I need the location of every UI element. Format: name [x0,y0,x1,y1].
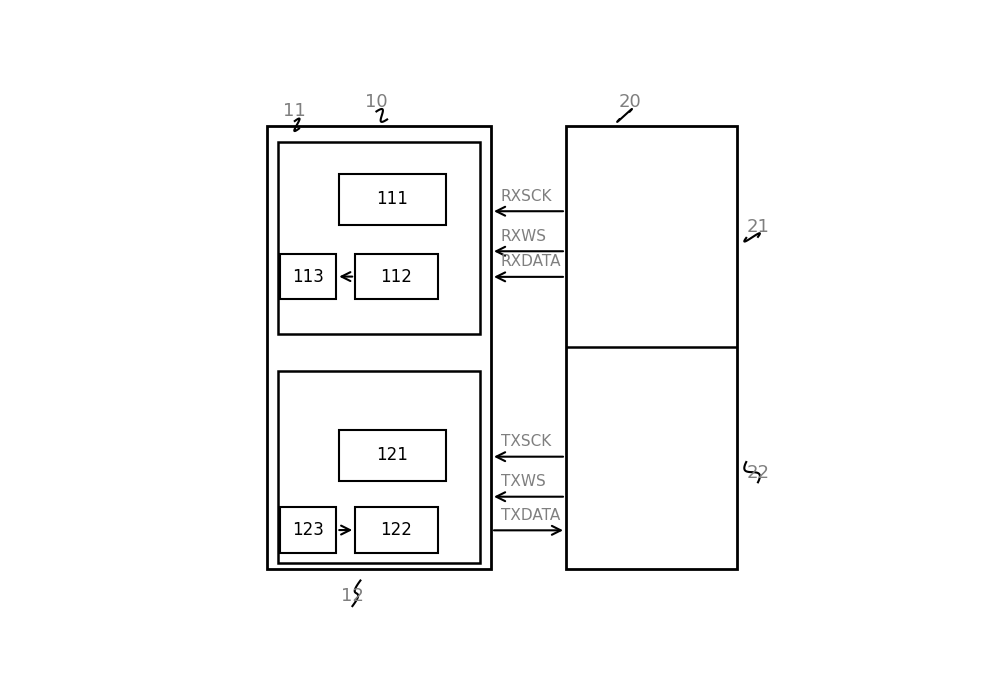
FancyBboxPatch shape [278,371,480,563]
Text: 21: 21 [747,218,769,236]
Text: 11: 11 [283,103,306,121]
FancyBboxPatch shape [267,126,491,569]
Text: 123: 123 [292,521,324,539]
Text: 12: 12 [341,588,364,606]
Text: 20: 20 [619,93,641,111]
FancyBboxPatch shape [280,254,336,299]
FancyBboxPatch shape [355,507,438,553]
Text: 113: 113 [292,267,324,286]
Text: TXWS: TXWS [501,474,546,489]
Text: RXDATA: RXDATA [501,254,561,270]
Text: TXDATA: TXDATA [501,508,560,523]
Text: RXSCK: RXSCK [501,188,552,204]
Text: 112: 112 [381,267,412,286]
FancyBboxPatch shape [355,254,438,299]
Text: 22: 22 [746,464,769,482]
Text: 10: 10 [365,93,388,111]
FancyBboxPatch shape [278,142,480,334]
Text: RXWS: RXWS [501,229,547,244]
Text: 122: 122 [381,521,412,539]
Text: TXSCK: TXSCK [501,435,551,449]
FancyBboxPatch shape [339,430,446,481]
Text: 121: 121 [377,446,408,464]
FancyBboxPatch shape [566,126,737,569]
FancyBboxPatch shape [339,174,446,225]
Text: 111: 111 [377,190,408,208]
FancyBboxPatch shape [280,507,336,553]
